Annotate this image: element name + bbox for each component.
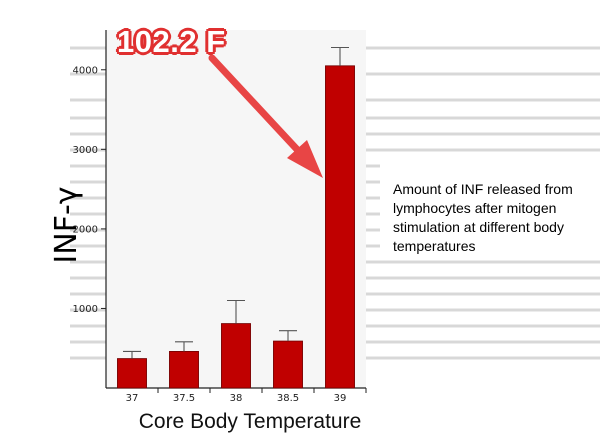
bar <box>325 65 355 389</box>
callout-arrow <box>208 54 323 178</box>
y-tick-label: 3000 <box>73 145 98 156</box>
y-axis-label: INF-γ <box>49 186 84 264</box>
x-tick-label: 39 <box>334 393 347 404</box>
y-tick-label: 4000 <box>73 65 98 76</box>
bar <box>117 358 147 389</box>
x-axis-label: Core Body Temperature <box>138 410 362 433</box>
x-tick-label: 38.5 <box>277 393 299 404</box>
temperature-callout: 102.2 F <box>117 24 226 59</box>
y-axis-unit <box>60 266 76 286</box>
bar <box>273 340 303 389</box>
x-tick-label: 38 <box>230 393 243 404</box>
plot-layer: 1000 2000 3000 4000 37 37.5 38 38.5 39 <box>73 30 367 404</box>
annotation-note: Amount of INF released from lymphocytes … <box>393 181 573 254</box>
y-tick-label: 2000 <box>73 224 98 235</box>
x-tick-label: 37 <box>126 393 139 404</box>
bar <box>169 351 199 389</box>
bar <box>221 323 251 389</box>
x-tick-label: 37.5 <box>173 393 195 404</box>
y-tick-label: 1000 <box>73 304 98 315</box>
